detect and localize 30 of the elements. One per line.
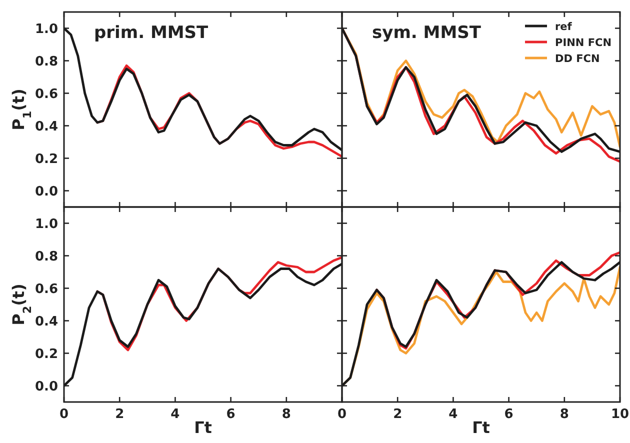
legend-label: DD FCN — [555, 53, 600, 65]
x-tick-label: 4 — [448, 407, 458, 422]
y-tick-label: 0.2 — [34, 346, 58, 362]
legend-label: PINN FCN — [555, 37, 612, 49]
y-tick-label: 0.4 — [34, 314, 58, 330]
text: sym. MMST — [372, 23, 482, 43]
legend-label: ref — [555, 21, 572, 33]
x-tick-label: 4 — [170, 407, 180, 422]
x-tick-label: 2 — [393, 407, 402, 422]
y-tick-label: 1.0 — [34, 22, 58, 37]
x-axis-title: Γt — [194, 418, 212, 437]
y-tick-label: 0.6 — [34, 86, 58, 102]
x-tick-label: 10 — [610, 407, 630, 422]
y-tick-label: 0.0 — [34, 184, 58, 200]
y-tick-label: 0.8 — [34, 54, 58, 70]
x-tick-label: 0 — [59, 407, 69, 422]
y-tick-label: 1.0 — [34, 216, 58, 232]
x-tick-label: 6 — [226, 407, 236, 422]
y-tick-label: 0.2 — [34, 152, 58, 167]
x-tick-label: 8 — [560, 407, 569, 422]
y-tick-label: 0.8 — [34, 249, 58, 264]
x-tick-label: 2 — [115, 407, 124, 422]
text: prim. MMST — [94, 23, 209, 43]
x-tick-label: 6 — [504, 407, 514, 422]
y-tick-label: 0.6 — [34, 282, 58, 297]
x-tick-label: 8 — [282, 407, 291, 422]
x-tick-label: 0 — [337, 407, 347, 422]
y-tick-label: 0.4 — [34, 119, 58, 134]
y-tick-label: 0.0 — [34, 379, 58, 394]
x-axis-title: Γt — [472, 418, 490, 437]
